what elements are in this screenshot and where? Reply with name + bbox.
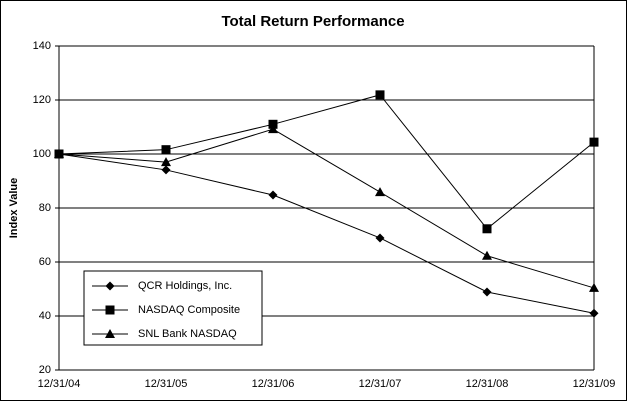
series-line	[58, 153, 595, 314]
data-point	[54, 149, 64, 158]
data-point	[482, 287, 492, 297]
legend-label: SNL Bank NASDAQ	[138, 328, 237, 340]
y-tick-label: 20	[39, 364, 51, 376]
data-point	[375, 90, 385, 100]
legend-label: NASDAQ Composite	[138, 304, 240, 316]
data-point	[268, 124, 278, 134]
data-point	[482, 224, 492, 234]
data-point	[161, 145, 171, 155]
y-tick-label: 100	[33, 148, 51, 160]
chart-title: Total Return Performance	[221, 13, 404, 30]
x-tick-label: 12/31/08	[466, 378, 509, 390]
x-tick-label: 12/31/05	[145, 378, 188, 390]
data-point	[375, 233, 385, 243]
data-point	[589, 308, 599, 318]
y-tick-label: 60	[39, 256, 51, 268]
data-point	[375, 187, 385, 197]
data-point	[589, 137, 599, 147]
data-point	[589, 282, 599, 292]
y-tick-label: 40	[39, 310, 51, 322]
legend-marker	[105, 329, 115, 338]
x-tick-label: 12/31/07	[359, 378, 402, 390]
legend-marker	[105, 281, 115, 291]
y-tick-label: 120	[33, 94, 51, 106]
legend-marker	[105, 305, 115, 315]
data-point	[268, 190, 278, 200]
x-tick-label: 12/31/04	[38, 378, 81, 390]
data-point	[161, 165, 171, 175]
data-point	[482, 250, 492, 260]
series-line	[58, 94, 595, 230]
data-point	[161, 157, 171, 167]
legend-label: QCR Holdings, Inc.	[138, 280, 232, 292]
x-tick-label: 12/31/09	[573, 378, 616, 390]
series-line	[58, 128, 595, 289]
x-tick-label: 12/31/06	[252, 378, 295, 390]
y-tick-label: 80	[39, 202, 51, 214]
y-tick-label: 140	[33, 40, 51, 52]
y-axis-label: Index Value	[8, 178, 20, 239]
